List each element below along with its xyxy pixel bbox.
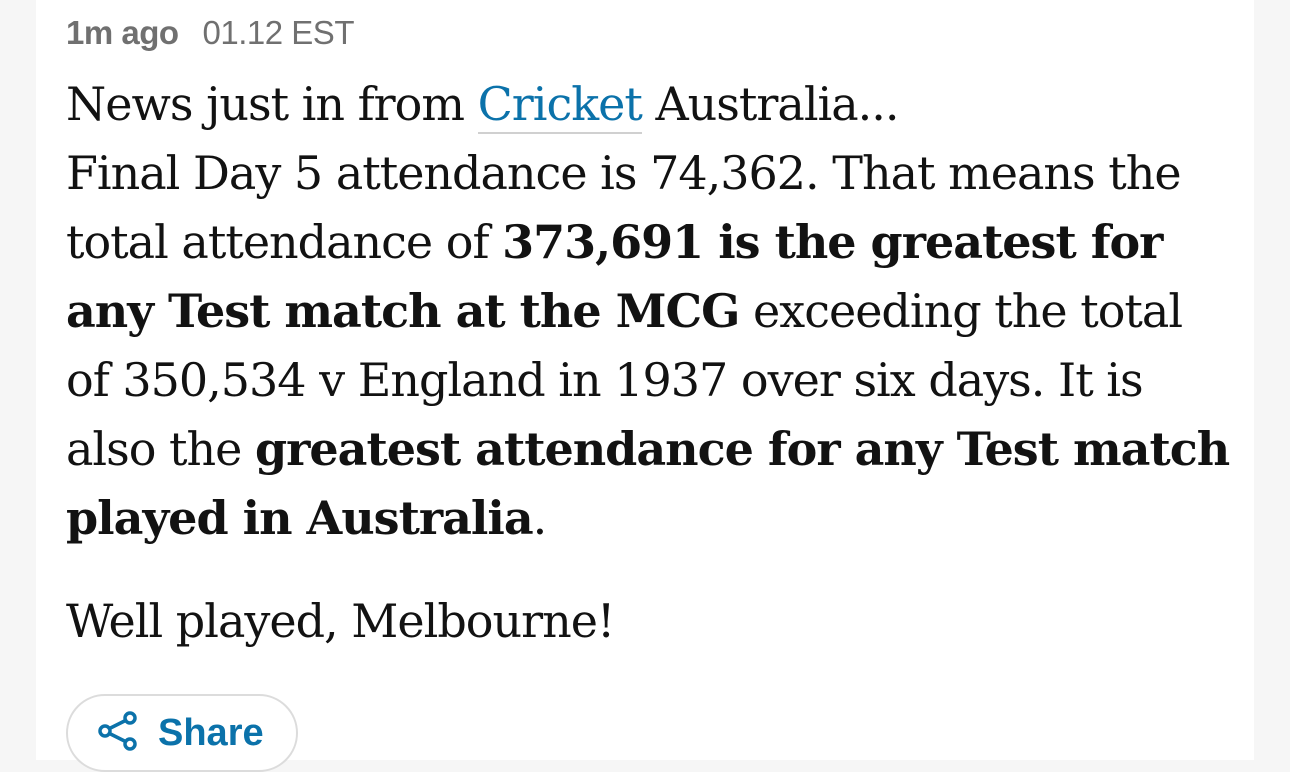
text-segment: exceeding the total of 350,534 v England… [66, 284, 1183, 476]
live-blog-entry: 1m ago 01.12 EST News just in from Cricke… [36, 0, 1254, 772]
bold-segment: greatest attendance for any Test match p… [66, 422, 1230, 545]
text-segment: Final Day 5 attendance is 74,362. That m… [66, 146, 1182, 269]
text-segment: . [532, 491, 548, 545]
cricket-link[interactable]: Cricket [477, 77, 643, 134]
entry-meta: 1m ago 01.12 EST [66, 14, 354, 52]
paragraph-1: News just in from Cricket Australia... Fi… [66, 70, 1236, 553]
text-segment: News just in from [66, 77, 478, 131]
relative-time: 1m ago [66, 14, 179, 51]
timestamp: 01.12 EST [202, 14, 355, 51]
share-label: Share [158, 711, 264, 754]
share-button[interactable]: Share [66, 694, 298, 772]
entry-body: News just in from Cricket Australia... Fi… [66, 70, 1236, 656]
share-icon [96, 709, 140, 758]
text-segment: Australia... [641, 77, 899, 131]
bold-segment: 373,691 is the greatest for any Test mat… [66, 215, 1163, 338]
paragraph-2: Well played, Melbourne! [66, 594, 615, 648]
